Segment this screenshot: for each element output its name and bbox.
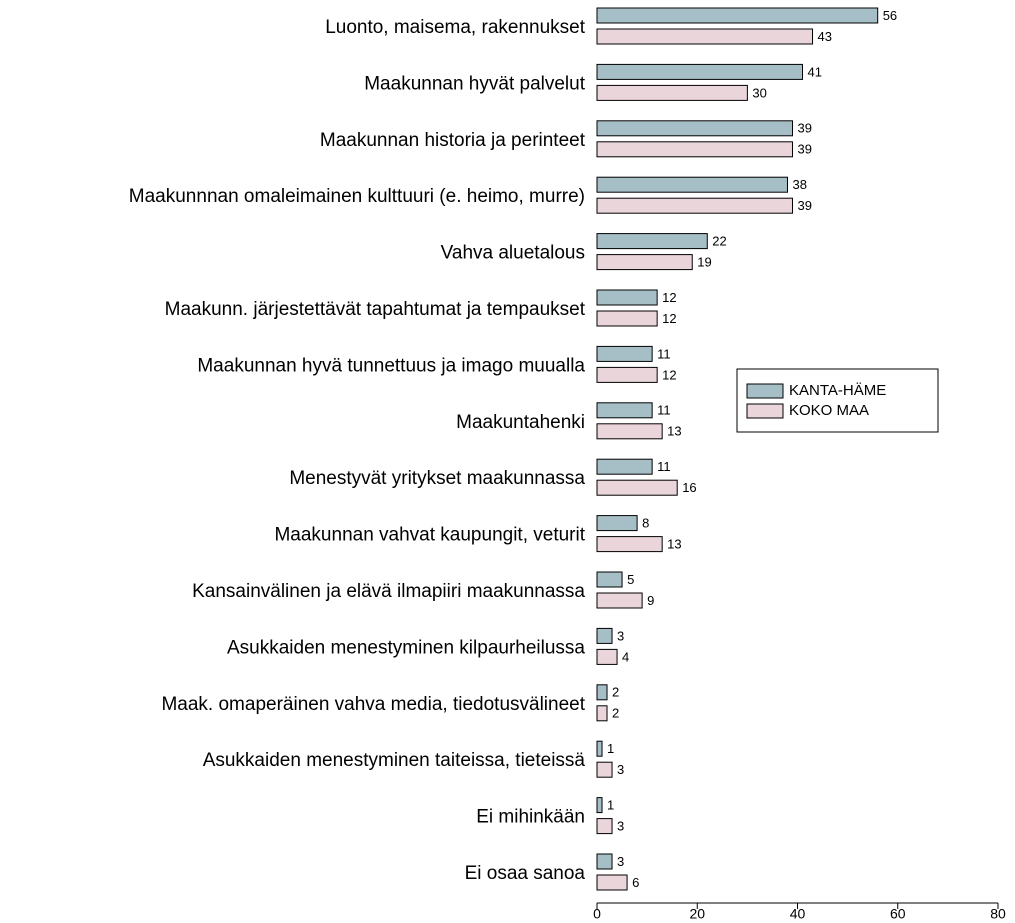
value-label: 12 xyxy=(662,311,676,326)
bar xyxy=(596,818,613,835)
legend-label: KOKO MAA xyxy=(789,402,869,419)
value-label: 39 xyxy=(797,121,811,136)
bar xyxy=(596,345,653,362)
bar xyxy=(596,28,814,45)
category-label: Maakunn. järjestettävät tapahtumat ja te… xyxy=(165,299,586,320)
bar xyxy=(596,120,793,137)
bar xyxy=(596,740,603,757)
value-label: 3 xyxy=(617,819,624,834)
bar xyxy=(596,853,613,870)
legend-swatch xyxy=(746,403,784,419)
bar xyxy=(596,141,793,158)
x-tick-label: 40 xyxy=(790,906,806,922)
value-label: 1 xyxy=(607,798,614,813)
bar xyxy=(596,571,623,588)
bar xyxy=(596,536,663,553)
value-label: 11 xyxy=(657,346,671,361)
category-label: Menestyvät yritykset maakunnassa xyxy=(289,468,585,489)
category-label: Ei mihinkään xyxy=(476,807,585,828)
value-label: 3 xyxy=(617,628,624,643)
bar xyxy=(596,874,628,891)
x-tick-label: 0 xyxy=(593,906,601,922)
bar xyxy=(596,366,658,383)
category-label: Maakunnan historia ja perinteet xyxy=(320,130,586,151)
category-label: Kansainvälinen ja elävä ilmapiiri maakun… xyxy=(192,581,585,602)
bar xyxy=(596,63,804,80)
value-label: 22 xyxy=(712,234,726,249)
bar xyxy=(596,627,613,644)
bar xyxy=(596,402,653,419)
bar xyxy=(596,423,663,440)
bar xyxy=(596,176,788,193)
value-label: 16 xyxy=(682,480,696,495)
bar xyxy=(596,761,613,778)
category-label: Vahva aluetalous xyxy=(441,243,585,264)
value-label: 5 xyxy=(627,572,634,587)
value-label: 11 xyxy=(657,403,671,418)
bar xyxy=(596,197,793,214)
legend-swatch xyxy=(746,383,784,399)
value-label: 12 xyxy=(662,367,676,382)
category-label: Maakunnan hyvät palvelut xyxy=(364,73,585,94)
value-label: 41 xyxy=(808,64,822,79)
bar xyxy=(596,797,603,814)
bar xyxy=(596,7,879,24)
x-tick-label: 20 xyxy=(689,906,705,922)
bar xyxy=(596,592,643,609)
category-label: Maakunnan vahvat kaupungit, veturit xyxy=(274,525,585,546)
value-label: 30 xyxy=(752,85,766,100)
value-label: 4 xyxy=(622,649,629,664)
bar xyxy=(596,648,618,665)
category-label: Asukkaiden menestyminen taiteissa, tiete… xyxy=(203,750,586,771)
bar xyxy=(596,458,653,475)
value-label: 13 xyxy=(667,537,681,552)
value-label: 56 xyxy=(883,8,897,23)
value-label: 8 xyxy=(642,516,649,531)
value-label: 3 xyxy=(617,854,624,869)
value-label: 39 xyxy=(797,198,811,213)
category-label: Maakunnan hyvä tunnettuus ja imago muual… xyxy=(197,355,585,376)
bar xyxy=(596,310,658,327)
bar xyxy=(596,289,658,306)
bar xyxy=(596,233,708,250)
legend-label: KANTA-HÄME xyxy=(789,382,886,399)
value-label: 3 xyxy=(617,762,624,777)
category-label: Luonto, maisema, rakennukset xyxy=(325,17,586,38)
x-tick-label: 80 xyxy=(990,906,1006,922)
legend-box xyxy=(736,368,939,433)
value-label: 1 xyxy=(607,741,614,756)
value-label: 43 xyxy=(818,29,832,44)
category-label: Maakuntahenki xyxy=(456,412,585,433)
category-label: Asukkaiden menestyminen kilpaurheilussa xyxy=(227,637,585,658)
x-tick-label: 60 xyxy=(890,906,906,922)
bar xyxy=(596,684,608,701)
bar xyxy=(596,705,608,722)
bar xyxy=(596,479,678,496)
value-label: 39 xyxy=(797,142,811,157)
value-label: 19 xyxy=(697,255,711,270)
value-label: 38 xyxy=(792,177,806,192)
value-label: 2 xyxy=(612,685,619,700)
value-label: 9 xyxy=(647,593,654,608)
value-label: 12 xyxy=(662,290,676,305)
bar xyxy=(596,515,638,532)
category-label: Maak. omaperäinen vahva media, tiedotusv… xyxy=(161,694,585,715)
bar xyxy=(596,254,693,271)
category-label: Maakunnnan omaleimainen kulttuuri (e. he… xyxy=(129,186,585,207)
bar xyxy=(596,84,748,101)
value-label: 13 xyxy=(667,424,681,439)
value-label: 2 xyxy=(612,706,619,721)
category-label: Ei osaa sanoa xyxy=(465,863,586,884)
value-label: 11 xyxy=(657,459,671,474)
value-label: 6 xyxy=(632,875,639,890)
